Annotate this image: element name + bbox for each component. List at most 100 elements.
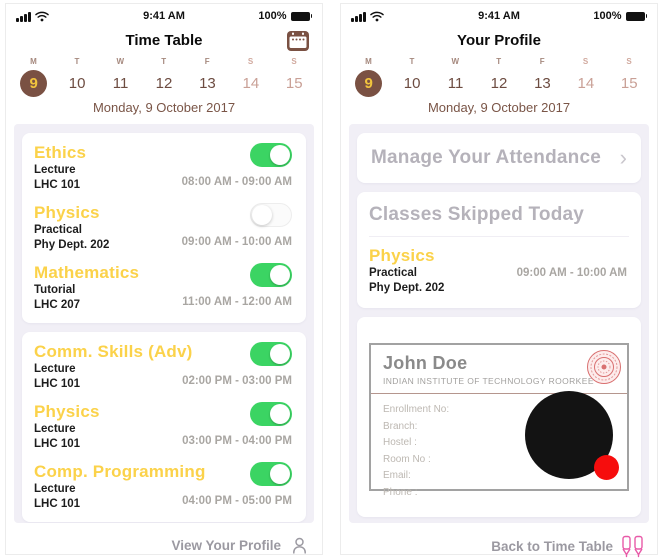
- date-cell[interactable]: 15: [620, 75, 638, 92]
- page-title: Time Table: [125, 32, 203, 49]
- class-row: Comp. Programming Lecture LHC 101 04:00 …: [34, 461, 294, 521]
- class-type: Practical: [34, 224, 82, 236]
- manage-attendance-button[interactable]: Manage Your Attendance ›: [357, 133, 641, 183]
- class-row: Comm. Skills (Adv) Lecture LHC 101 02:00…: [34, 341, 294, 401]
- date-cell[interactable]: 13: [534, 75, 551, 92]
- attendance-toggle[interactable]: [250, 143, 292, 167]
- class-room: LHC 101: [34, 377, 81, 390]
- selected-date-label: Monday, 9 October 2017: [92, 100, 236, 115]
- wifi-icon: [34, 11, 49, 21]
- date-cell[interactable]: 15: [285, 75, 303, 92]
- date-cell-selected[interactable]: 9: [347, 70, 390, 97]
- attendance-toggle[interactable]: [250, 263, 292, 287]
- class-room: LHC 101: [34, 178, 81, 191]
- class-subject: Ethics: [34, 143, 87, 162]
- calendar-icon[interactable]: [286, 29, 310, 52]
- week-strip: M T W T F S S 9 10 11 12 13 14 15 Monday…: [341, 57, 657, 115]
- class-subject: Physics: [369, 246, 435, 265]
- student-name: John Doe: [383, 353, 468, 373]
- class-type: Lecture: [34, 483, 76, 495]
- back-to-timetable-link[interactable]: Back to Time Table: [341, 523, 657, 558]
- class-type: Practical: [369, 267, 417, 279]
- class-subject: Physics: [34, 402, 100, 421]
- date-cell[interactable]: 12: [490, 75, 508, 92]
- wifi-icon: [369, 11, 384, 21]
- class-room: Phy Dept. 202: [369, 281, 445, 294]
- back-to-timetable-label: Back to Time Table: [491, 539, 613, 554]
- class-room: LHC 101: [34, 497, 81, 510]
- profile-screen: 9:41 AM 100% Your Profile M T W T F S S …: [340, 3, 658, 558]
- class-time: 09:00 AM - 10:00 AM: [516, 267, 627, 279]
- class-subject: Physics: [34, 203, 100, 222]
- class-time: 03:00 PM - 04:00 PM: [182, 435, 292, 447]
- attendance-toggle[interactable]: [250, 462, 292, 486]
- status-bar: 9:41 AM 100%: [6, 4, 322, 24]
- class-row: Mathematics Tutorial LHC 207 11:00 AM - …: [34, 262, 294, 322]
- page-title: Your Profile: [457, 32, 541, 49]
- person-icon: [293, 537, 306, 554]
- id-card-divider: [371, 393, 627, 394]
- date-cell-selected[interactable]: 9: [12, 70, 55, 97]
- battery-percent: 100%: [258, 10, 287, 22]
- date-cell[interactable]: 11: [447, 75, 464, 92]
- student-id-card: John Doe INDIAN INSTITUTE OF TECHNOLOGY …: [369, 343, 629, 498]
- timetable-content: Ethics Lecture LHC 101 08:00 AM - 09:00 …: [14, 124, 314, 523]
- week-day-letters: M T W T F S S: [365, 57, 633, 66]
- status-time: 9:41 AM: [143, 10, 185, 22]
- class-time: 09:00 AM - 10:00 AM: [181, 236, 292, 248]
- skipped-class-row: Physics Practical Phy Dept. 202 09:00 AM…: [369, 245, 629, 307]
- classes-skipped-heading: Classes Skipped Today: [369, 204, 629, 237]
- battery-percent: 100%: [593, 10, 622, 22]
- morning-classes-card: Ethics Lecture LHC 101 08:00 AM - 09:00 …: [22, 133, 306, 323]
- profile-content: Manage Your Attendance › Classes Skipped…: [349, 124, 649, 523]
- view-profile-link[interactable]: View Your Profile: [6, 523, 322, 556]
- class-row: Physics Practical Phy Dept. 202 09:00 AM…: [34, 202, 294, 262]
- class-room: LHC 207: [34, 298, 81, 311]
- id-card-section: John Doe INDIAN INSTITUTE OF TECHNOLOGY …: [357, 317, 641, 517]
- class-time: 11:00 AM - 12:00 AM: [182, 296, 292, 308]
- class-subject: Mathematics: [34, 263, 140, 282]
- photo-red-dot: [594, 455, 619, 480]
- timetable-screen: 9:41 AM 100% Time Table M T W T: [5, 3, 323, 555]
- battery-icon: [625, 11, 647, 21]
- institute-name: INDIAN INSTITUTE OF TECHNOLOGY ROORKEE: [383, 376, 594, 386]
- date-cell[interactable]: 10: [68, 75, 86, 92]
- date-cell[interactable]: 11: [112, 75, 129, 92]
- class-time: 04:00 PM - 05:00 PM: [182, 495, 292, 507]
- manage-attendance-label: Manage Your Attendance: [371, 147, 601, 168]
- class-type: Lecture: [34, 363, 76, 375]
- date-cell[interactable]: 13: [199, 75, 216, 92]
- class-subject: Comm. Skills (Adv): [34, 342, 193, 361]
- attendance-toggle[interactable]: [250, 402, 292, 426]
- edit-pens-icon: [622, 535, 643, 558]
- attendance-toggle[interactable]: [250, 203, 292, 227]
- date-cell[interactable]: 10: [403, 75, 421, 92]
- view-profile-label: View Your Profile: [171, 538, 281, 553]
- status-time: 9:41 AM: [478, 10, 520, 22]
- selected-date-label: Monday, 9 October 2017: [427, 100, 571, 115]
- class-type: Tutorial: [34, 284, 76, 296]
- afternoon-classes-card: Comm. Skills (Adv) Lecture LHC 101 02:00…: [22, 332, 306, 522]
- date-cell[interactable]: 14: [242, 75, 260, 92]
- battery-icon: [290, 11, 312, 21]
- date-cell[interactable]: 12: [155, 75, 173, 92]
- class-time: 08:00 AM - 09:00 AM: [181, 176, 292, 188]
- class-time: 02:00 PM - 03:00 PM: [182, 375, 292, 387]
- attendance-toggle[interactable]: [250, 342, 292, 366]
- class-subject: Comp. Programming: [34, 462, 206, 481]
- class-room: LHC 101: [34, 437, 81, 450]
- class-room: Phy Dept. 202: [34, 238, 110, 251]
- week-strip: M T W T F S S 9 10 11 12 13 14 15 Monday…: [6, 57, 322, 115]
- class-type: Lecture: [34, 164, 76, 176]
- chevron-right-icon: ›: [619, 145, 627, 170]
- class-type: Lecture: [34, 423, 76, 435]
- id-card-fields: Enrollment No: Branch: Hostel : Room No …: [383, 404, 450, 498]
- date-cell[interactable]: 14: [577, 75, 595, 92]
- institute-seal-icon: [587, 350, 621, 384]
- cellular-signal-icon: [351, 11, 366, 22]
- class-row: Ethics Lecture LHC 101 08:00 AM - 09:00 …: [34, 142, 294, 202]
- week-day-letters: M T W T F S S: [30, 57, 298, 66]
- class-row: Physics Lecture LHC 101 03:00 PM - 04:00…: [34, 401, 294, 461]
- status-bar: 9:41 AM 100%: [341, 4, 657, 24]
